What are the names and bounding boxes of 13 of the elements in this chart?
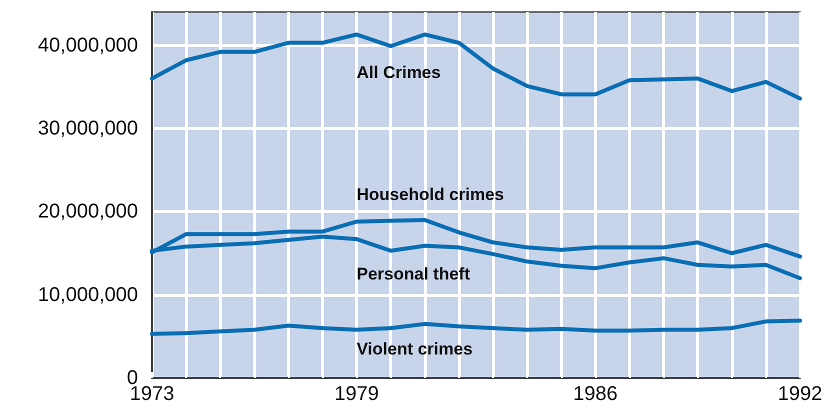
series-label: Violent crimes xyxy=(356,339,473,358)
y-tick-label: 20,000,000 xyxy=(38,200,138,223)
x-tick-label: 1986 xyxy=(573,383,618,405)
series-label: Personal theft xyxy=(356,264,470,284)
x-tick-label: 1979 xyxy=(334,383,379,405)
x-tick-label: 1992 xyxy=(778,383,822,405)
series-label: All Crimes xyxy=(356,62,441,82)
y-tick-label: 30,000,000 xyxy=(38,117,138,140)
line-series xyxy=(150,318,802,336)
y-tick-label: 10,000,000 xyxy=(38,284,138,306)
y-tick-label: 40,000,000 xyxy=(38,34,138,56)
line-series xyxy=(150,32,802,101)
series-label: Household crimes xyxy=(356,185,504,204)
